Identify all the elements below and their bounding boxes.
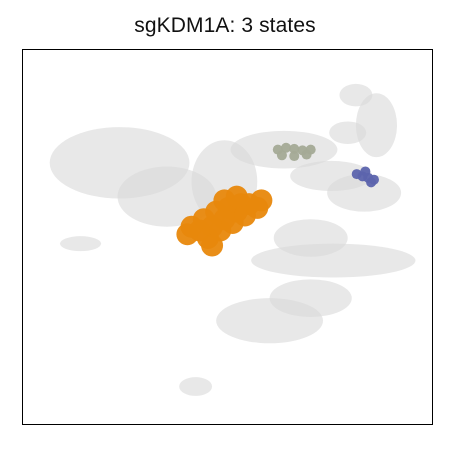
state-0-point-16: [246, 196, 269, 219]
background-cell-cluster-12: [329, 121, 367, 144]
background-cells-layer: [49, 83, 416, 396]
state-2-point-4: [360, 166, 371, 177]
state-2-point-5: [366, 177, 377, 188]
plot-area: [22, 49, 433, 425]
state-0-point-18: [225, 185, 248, 208]
background-cell-cluster-11: [339, 83, 373, 107]
highlighted-states-layer: [176, 142, 379, 257]
state-1-point-6: [289, 151, 300, 162]
background-cell-cluster-7: [327, 174, 402, 212]
background-cell-cluster-13: [59, 236, 102, 252]
scatter-plot: [49, 83, 416, 396]
state-1-point-5: [276, 150, 287, 161]
background-cell-cluster-14: [179, 377, 213, 396]
background-cell-cluster-8: [355, 93, 398, 158]
chart-title: sgKDM1A: 3 states: [134, 14, 316, 37]
background-cell-cluster-4: [269, 279, 352, 317]
background-cell-cluster-10: [273, 219, 348, 257]
state-series-2: [351, 166, 379, 188]
state-1-point-2: [289, 143, 300, 154]
state-series-1: [272, 142, 316, 162]
state-0-point-19: [201, 234, 224, 257]
state-1-point-7: [301, 149, 312, 160]
state-1-point-1: [281, 142, 292, 153]
state-series-0: [176, 185, 273, 257]
